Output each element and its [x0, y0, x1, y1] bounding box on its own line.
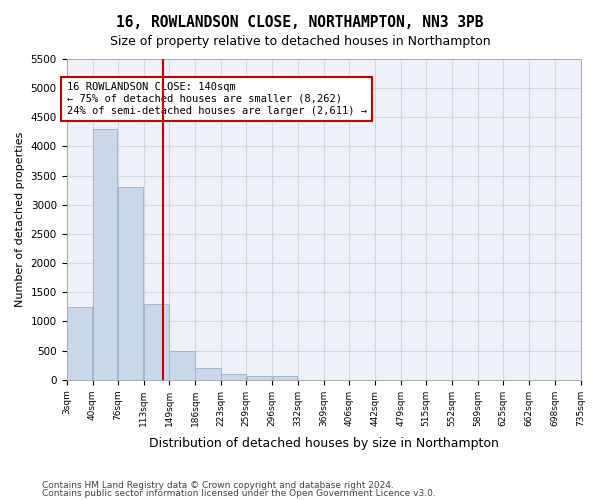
Text: 16, ROWLANDSON CLOSE, NORTHAMPTON, NN3 3PB: 16, ROWLANDSON CLOSE, NORTHAMPTON, NN3 3…	[116, 15, 484, 30]
Text: Size of property relative to detached houses in Northampton: Size of property relative to detached ho…	[110, 35, 490, 48]
Text: 16 ROWLANDSON CLOSE: 140sqm
← 75% of detached houses are smaller (8,262)
24% of : 16 ROWLANDSON CLOSE: 140sqm ← 75% of det…	[67, 82, 367, 116]
Bar	[67, 307, 92, 380]
Y-axis label: Number of detached properties: Number of detached properties	[15, 132, 25, 307]
Bar	[221, 374, 246, 380]
Bar	[93, 129, 118, 380]
Bar	[144, 304, 169, 380]
Bar	[196, 368, 221, 380]
Bar	[247, 376, 272, 380]
Bar	[272, 376, 297, 380]
X-axis label: Distribution of detached houses by size in Northampton: Distribution of detached houses by size …	[149, 437, 499, 450]
Bar	[169, 350, 194, 380]
Text: Contains HM Land Registry data © Crown copyright and database right 2024.: Contains HM Land Registry data © Crown c…	[42, 481, 394, 490]
Text: Contains public sector information licensed under the Open Government Licence v3: Contains public sector information licen…	[42, 488, 436, 498]
Bar	[118, 188, 143, 380]
